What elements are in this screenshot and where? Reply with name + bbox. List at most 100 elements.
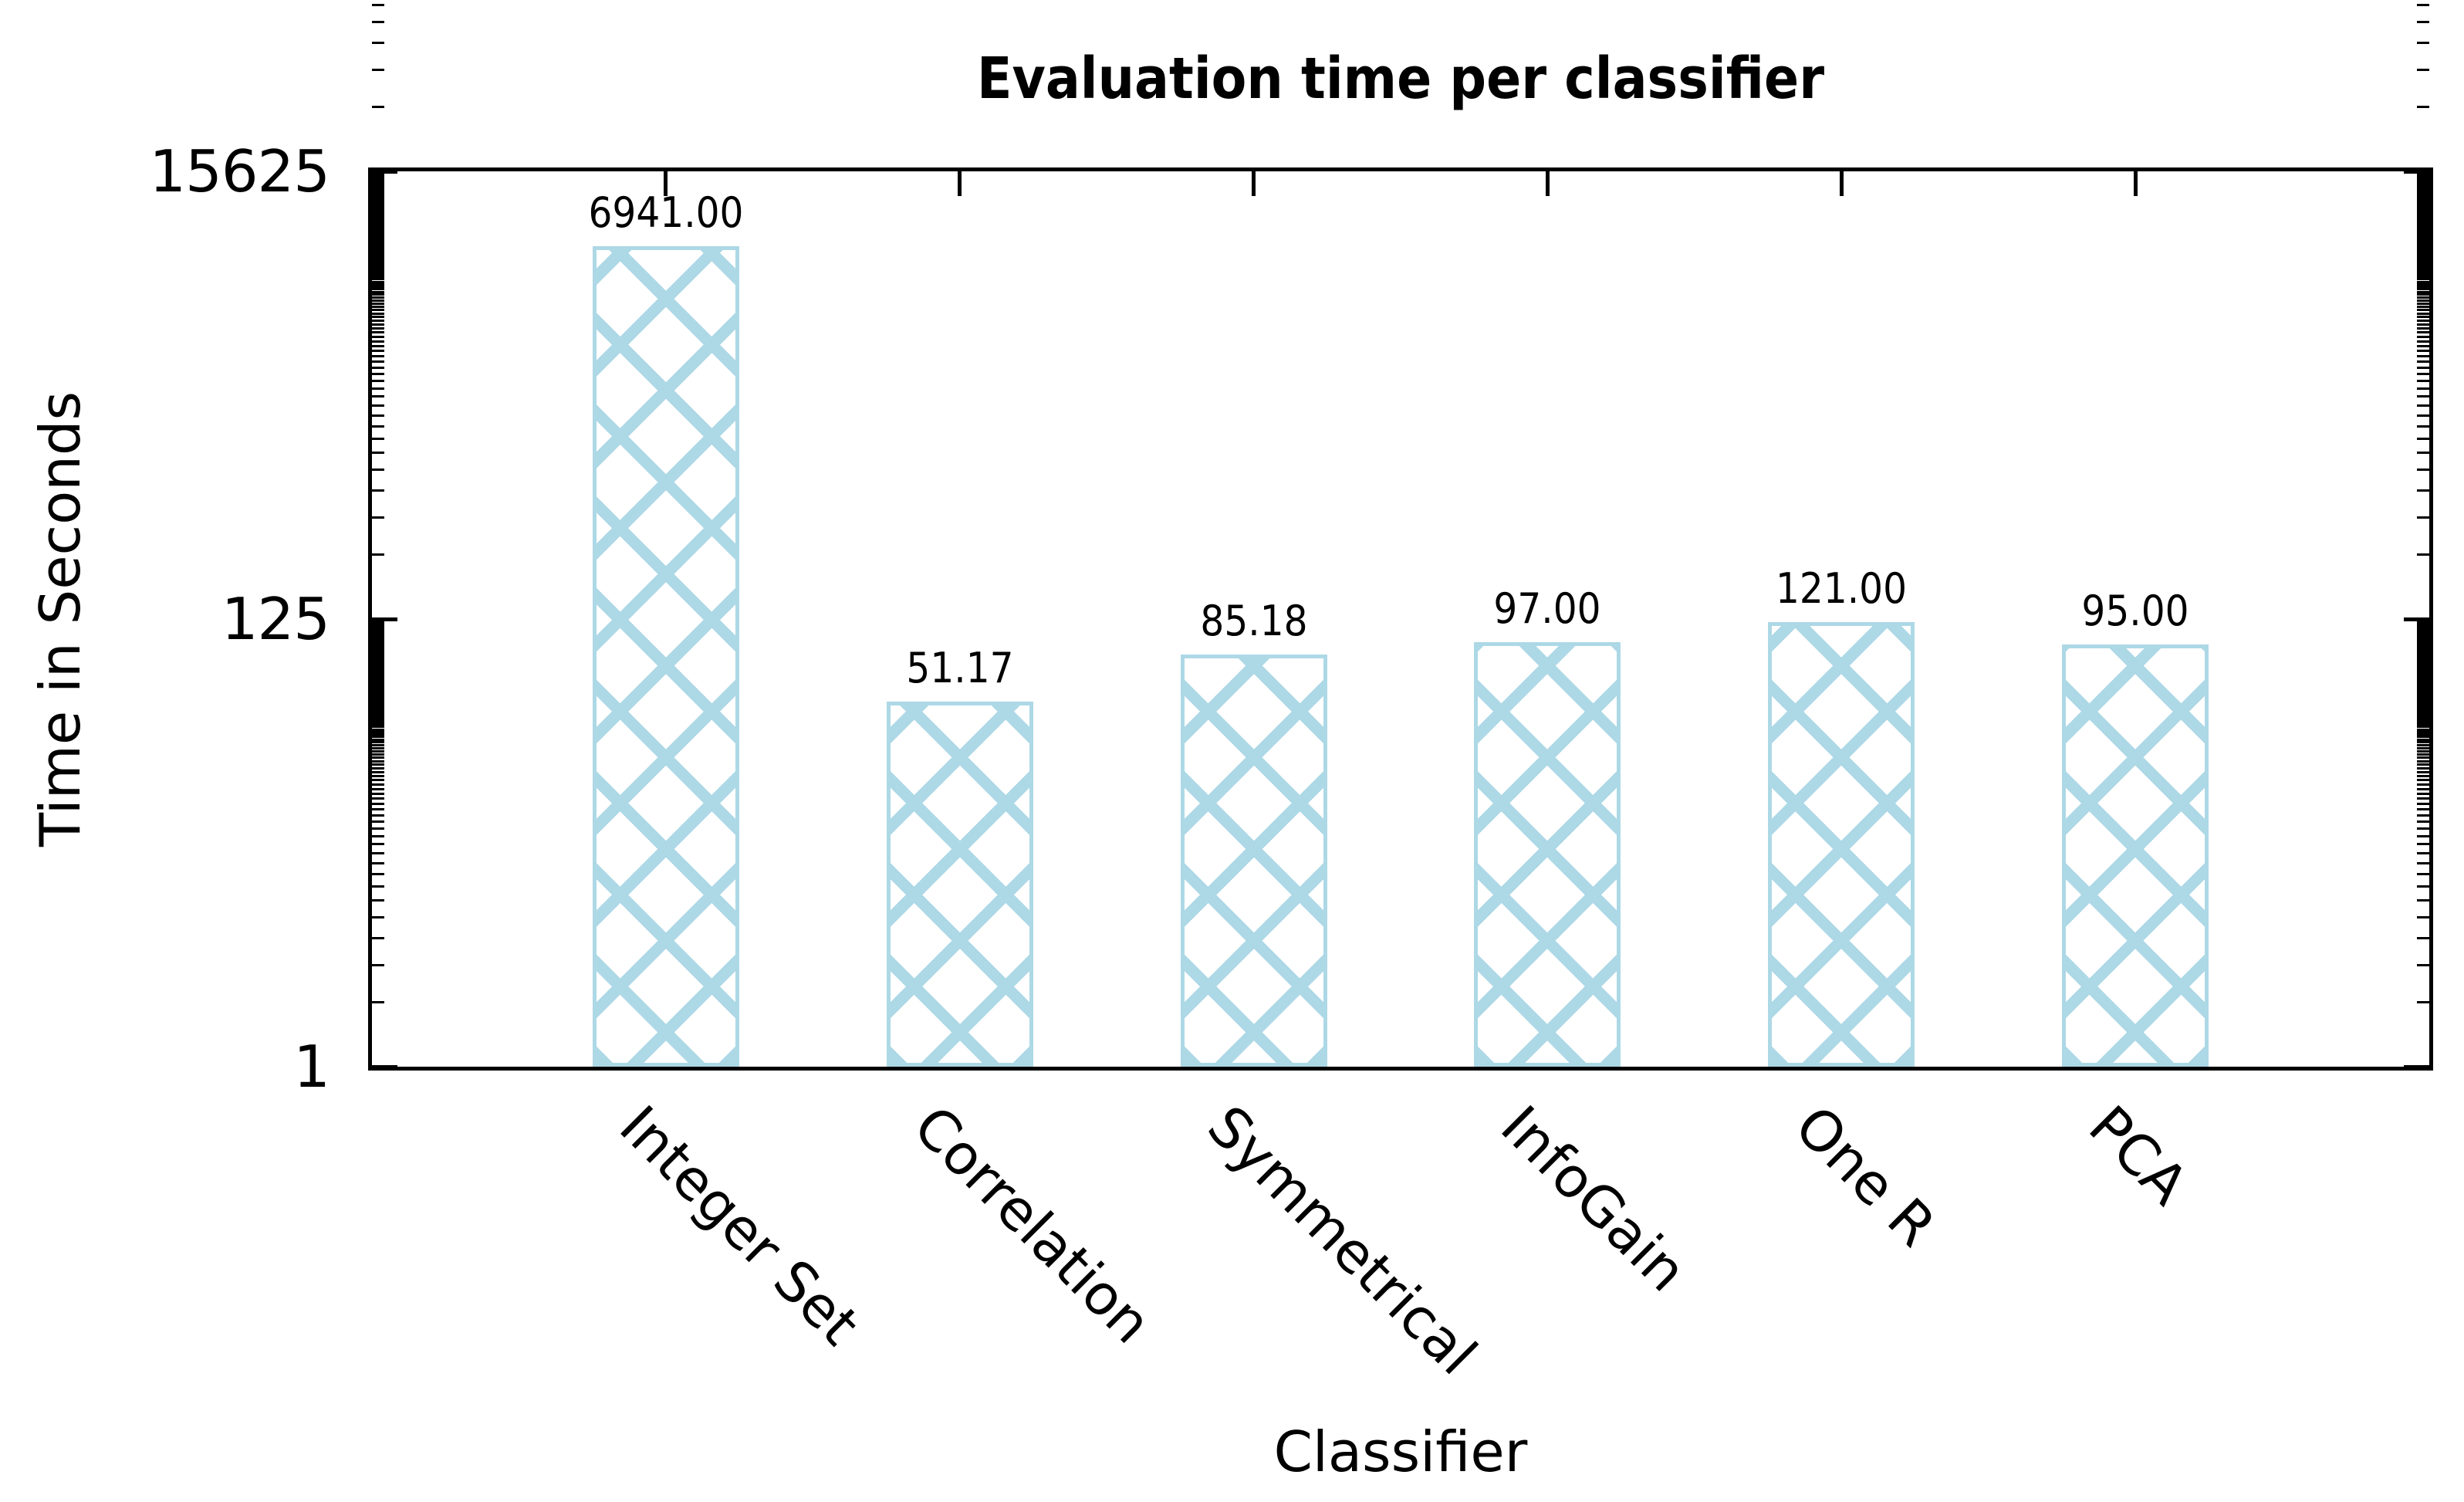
y-minor-tick bbox=[372, 302, 384, 305]
y-minor-tick bbox=[372, 690, 384, 693]
y-minor-tick-right bbox=[2417, 843, 2429, 846]
y-minor-tick bbox=[372, 296, 384, 299]
y-minor-tick-right bbox=[2417, 660, 2429, 663]
y-minor-tick-right bbox=[2417, 387, 2429, 390]
y-minor-tick-right bbox=[2417, 835, 2429, 837]
y-minor-tick bbox=[372, 380, 384, 383]
y-minor-tick-right bbox=[2417, 659, 2429, 662]
y-minor-tick bbox=[372, 706, 384, 709]
y-minor-tick bbox=[372, 239, 384, 242]
y-minor-tick bbox=[372, 661, 384, 665]
y-minor-tick bbox=[372, 692, 384, 695]
y-minor-tick bbox=[372, 963, 384, 966]
y-minor-tick bbox=[372, 704, 384, 707]
y-minor-tick-right bbox=[2417, 244, 2429, 247]
y-minor-tick-right bbox=[2417, 293, 2429, 296]
y-minor-tick-right bbox=[2417, 452, 2429, 455]
x-tick-label: Symmetrical bbox=[1195, 1093, 1489, 1388]
y-minor-tick-right bbox=[2417, 872, 2429, 875]
y-minor-tick bbox=[372, 228, 384, 231]
y-minor-tick-right bbox=[2417, 662, 2429, 665]
y-minor-tick-right bbox=[2417, 299, 2429, 302]
y-minor-tick-right bbox=[2417, 756, 2429, 759]
y-minor-tick bbox=[372, 753, 384, 756]
y-minor-tick-right bbox=[2417, 723, 2429, 726]
y-minor-tick-right bbox=[2417, 916, 2429, 919]
y-minor-tick bbox=[372, 262, 384, 266]
y-minor-tick bbox=[372, 280, 384, 283]
y-minor-tick-right bbox=[2417, 695, 2429, 699]
y-minor-tick-right bbox=[2417, 792, 2429, 795]
y-minor-tick bbox=[372, 516, 384, 519]
y-minor-tick-right bbox=[2417, 763, 2429, 766]
y-minor-tick bbox=[372, 710, 384, 713]
bar bbox=[1474, 642, 1621, 1067]
y-minor-tick-right bbox=[2417, 220, 2429, 223]
x-major-tick-top bbox=[664, 171, 668, 196]
y-minor-tick-right bbox=[2417, 241, 2429, 244]
y-minor-tick-right bbox=[2417, 216, 2429, 219]
y-minor-tick bbox=[372, 331, 384, 334]
y-minor-tick-right bbox=[2417, 232, 2429, 235]
y-minor-tick-right bbox=[2417, 774, 2429, 777]
y-minor-tick bbox=[372, 222, 384, 225]
y-minor-tick-right bbox=[2417, 312, 2429, 315]
y-minor-tick bbox=[372, 355, 384, 358]
y-minor-tick bbox=[372, 255, 384, 258]
y-minor-tick-right bbox=[2417, 331, 2429, 334]
y-minor-tick-right bbox=[2417, 672, 2429, 675]
y-minor-tick-right bbox=[2417, 808, 2429, 811]
y-minor-tick-right bbox=[2417, 670, 2429, 673]
y-minor-tick-right bbox=[2417, 276, 2429, 279]
y-minor-tick-right bbox=[2417, 373, 2429, 376]
y-minor-tick-right bbox=[2417, 699, 2429, 702]
y-minor-tick-right bbox=[2417, 309, 2429, 312]
y-minor-tick-right bbox=[2417, 248, 2429, 251]
y-minor-tick bbox=[372, 306, 384, 308]
y-minor-tick bbox=[372, 756, 384, 759]
y-minor-tick-right bbox=[2417, 744, 2429, 747]
y-minor-tick-right bbox=[2417, 286, 2429, 289]
y-minor-tick-right bbox=[2417, 367, 2429, 370]
y-minor-tick-right bbox=[2417, 674, 2429, 677]
y-minor-tick bbox=[372, 299, 384, 302]
y-minor-tick-right bbox=[2417, 335, 2429, 338]
y-minor-tick bbox=[372, 843, 384, 846]
y-minor-tick-right bbox=[2417, 259, 2429, 262]
y-minor-tick bbox=[372, 733, 384, 736]
y-minor-tick bbox=[372, 340, 384, 343]
y-minor-tick-right bbox=[2417, 899, 2429, 902]
y-minor-tick bbox=[372, 288, 384, 291]
y-minor-tick bbox=[372, 404, 384, 407]
y-minor-tick bbox=[372, 670, 384, 673]
y-minor-tick bbox=[372, 723, 384, 726]
x-major-tick-top bbox=[2133, 171, 2138, 196]
y-minor-tick bbox=[372, 681, 384, 684]
y-minor-tick bbox=[372, 759, 384, 763]
y-minor-tick-right bbox=[2417, 106, 2429, 109]
y-minor-tick bbox=[372, 728, 384, 731]
y-minor-tick bbox=[372, 827, 384, 830]
y-minor-tick bbox=[372, 678, 384, 682]
y-minor-tick-right bbox=[2417, 414, 2429, 417]
y-minor-tick-right bbox=[2417, 675, 2429, 678]
y-minor-tick-right bbox=[2417, 41, 2429, 44]
y-minor-tick-right bbox=[2417, 701, 2429, 704]
y-minor-tick-right bbox=[2417, 296, 2429, 299]
y-minor-tick bbox=[372, 803, 384, 806]
y-minor-tick-right bbox=[2417, 253, 2429, 256]
y-minor-tick-right bbox=[2417, 350, 2429, 353]
y-minor-tick-right bbox=[2417, 469, 2429, 472]
y-minor-tick-right bbox=[2417, 221, 2429, 224]
x-axis-label: Classifier bbox=[1273, 1419, 1528, 1484]
y-minor-tick bbox=[372, 214, 384, 217]
y-minor-tick-right bbox=[2417, 783, 2429, 786]
x-major-tick-top bbox=[1839, 171, 1844, 196]
y-minor-tick-right bbox=[2417, 746, 2429, 749]
y-minor-tick bbox=[372, 242, 384, 245]
y-minor-tick bbox=[372, 749, 384, 753]
y-minor-tick-right bbox=[2417, 712, 2429, 715]
y-minor-tick-right bbox=[2417, 668, 2429, 672]
y-minor-tick bbox=[372, 694, 384, 697]
y-minor-tick bbox=[372, 221, 384, 224]
